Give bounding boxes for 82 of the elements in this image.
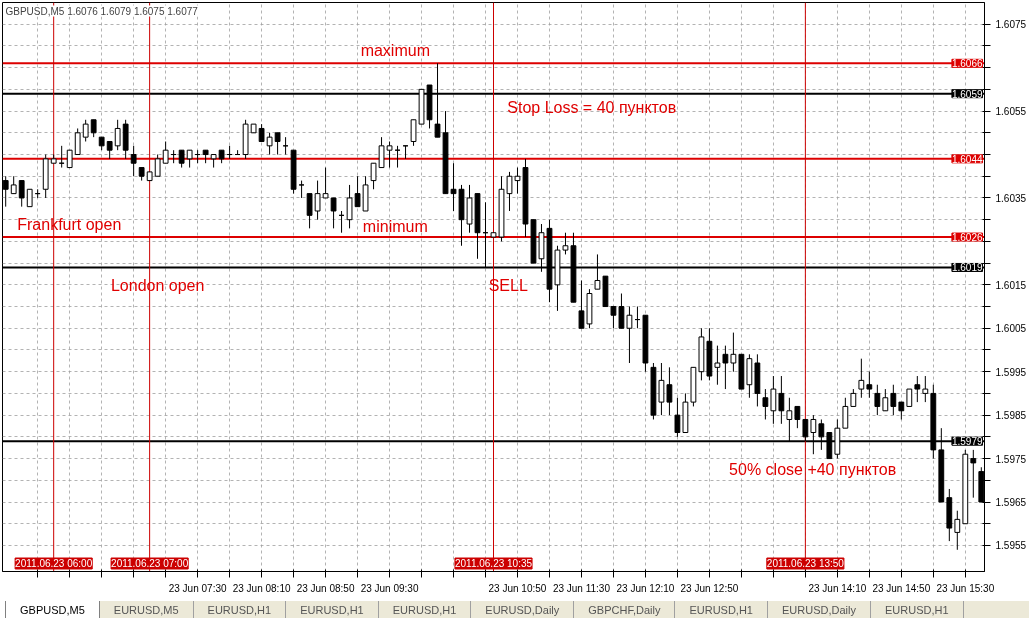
- candlestick: [18, 180, 25, 208]
- text: GBPUSD,M5: [5, 601, 100, 618]
- x-tick-label: 23 Jun 12:50: [680, 582, 739, 594]
- text: EURUSD,H1: [675, 601, 768, 618]
- candlestick: [714, 345, 721, 386]
- x-tick-label: 23 Jun 10:50: [488, 582, 547, 594]
- y-tick-label: 1.5995: [995, 366, 1027, 378]
- candlestick: [114, 119, 121, 151]
- y-tick-label: 1.5955: [995, 540, 1027, 552]
- candlestick: [970, 449, 977, 499]
- x-tick-label: 23 Jun 08:10: [232, 582, 291, 594]
- candlestick: [874, 384, 881, 416]
- candlestick: [914, 375, 921, 403]
- candlestick: [346, 184, 353, 229]
- y-tick-label: 1.6055: [995, 106, 1027, 118]
- candlestick: [674, 397, 681, 438]
- ref-line-label: 1.6059: [951, 88, 983, 100]
- candlestick: [130, 145, 137, 177]
- candlestick: [658, 362, 665, 416]
- candlestick: [274, 132, 281, 156]
- candlestick: [794, 405, 801, 429]
- candlestick: [322, 167, 329, 199]
- candlestick: [722, 345, 729, 390]
- annotation: maximum: [360, 42, 430, 60]
- x-tick-label: 23 Jun 14:50: [872, 582, 931, 594]
- candlestick: [330, 197, 337, 229]
- ref-line-label: 1.6026: [951, 232, 983, 244]
- candlestick: [922, 375, 929, 403]
- ref-line-label: 1.5979: [951, 436, 983, 448]
- text: EURUSD,H1: [286, 601, 379, 618]
- annotation: 50% close +40 пунктов: [729, 460, 897, 478]
- x-tick-label: 23 Jun 12:10: [616, 582, 675, 594]
- ref-line-label: 2011.06.23 06:00: [15, 558, 93, 569]
- y-tick-label: 1.6015: [995, 279, 1027, 291]
- x-tick-label: 23 Jun 14:10: [808, 582, 867, 594]
- y-tick-label: 1.5985: [995, 410, 1027, 422]
- candlestick: [770, 375, 777, 425]
- candlestick: [82, 119, 89, 142]
- annotation: minimum: [362, 217, 428, 235]
- x-tick-label: 23 Jun 07:30: [168, 582, 227, 594]
- x-tick-label: 23 Jun 15:30: [936, 582, 995, 594]
- x-tick-label: 23 Jun 09:30: [360, 582, 419, 594]
- annotation: Stop Loss = 40 пунктов: [507, 99, 677, 117]
- candlestick: [954, 510, 961, 551]
- text: GBPCHF,Daily: [574, 601, 676, 618]
- ref-line-label: 1.6044: [951, 153, 983, 165]
- y-tick-label: 1.6005: [995, 323, 1027, 335]
- candlestick: [666, 366, 673, 416]
- candlestick: [842, 397, 849, 429]
- candlestick: [354, 175, 361, 208]
- candlestick: [154, 154, 161, 177]
- ref-line-label: 2011.06.23 13:50: [766, 558, 845, 569]
- candlestick: [626, 306, 633, 364]
- text: EURUSD,Daily: [471, 601, 575, 618]
- ref-line-label: 1.6019: [951, 262, 983, 274]
- candlestick: [74, 127, 81, 156]
- y-tick-label: 1.5975: [995, 453, 1027, 465]
- candlestick: [890, 384, 897, 416]
- candlestick: [762, 388, 769, 420]
- text: EURUSD,M5: [99, 601, 194, 618]
- text: EURUSD,H1: [378, 601, 472, 618]
- x-tick-label: 23 Jun 08:50: [296, 582, 355, 594]
- x-tick-label: 23 Jun 11:30: [552, 582, 611, 594]
- candlestick: [730, 332, 737, 373]
- candlestick: [858, 358, 865, 399]
- text: EURUSD,Daily: [768, 601, 871, 618]
- candlestick: [314, 180, 321, 221]
- text: EURUSD,H1: [870, 601, 964, 618]
- ref-line-label: 2011.06.23 10:35: [454, 558, 533, 569]
- ref-line-label: 2011.06.23 07:00: [111, 558, 189, 569]
- y-tick-label: 1.6035: [995, 192, 1027, 204]
- candlestick: [162, 140, 169, 164]
- candlestick: [882, 388, 889, 412]
- y-tick-label: 1.6075: [995, 19, 1027, 31]
- candlestick: [266, 132, 273, 156]
- text: EURUSD,H1: [193, 601, 287, 618]
- candlestick: [306, 193, 313, 229]
- candlestick: [866, 371, 873, 399]
- chart-title: GBPUSD,M5 1.6076 1.6079 1.6075 1.6077: [5, 5, 199, 17]
- ref-line-label: 1.6066: [951, 58, 983, 70]
- candlestick: [778, 375, 785, 425]
- y-tick-label: 1.5965: [995, 497, 1027, 508]
